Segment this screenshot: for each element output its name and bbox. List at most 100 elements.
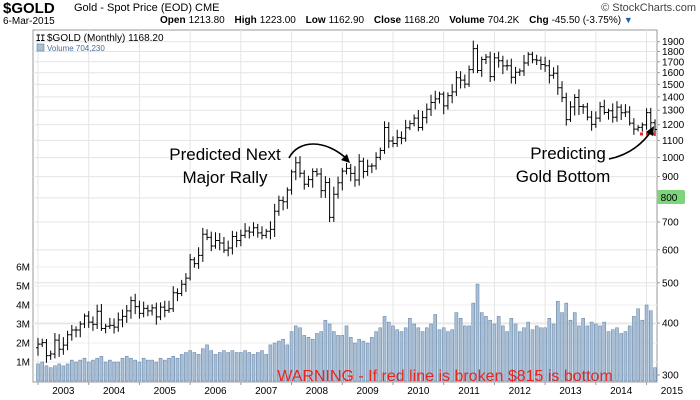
dropdown-arrow-icon[interactable]: ▼ xyxy=(623,15,633,25)
volume-bar xyxy=(217,352,222,382)
y-tick-label: 700 xyxy=(662,217,679,228)
volume-bar xyxy=(382,316,387,382)
volume-bar xyxy=(171,356,175,382)
ohlc-bar xyxy=(310,168,315,188)
chg-label: Chg xyxy=(529,15,549,26)
volume-bar xyxy=(129,357,133,382)
volume-bar xyxy=(416,327,421,382)
ohlc-bar xyxy=(40,338,45,347)
legend-volume-swatch xyxy=(36,43,45,52)
change-quote: Chg -45.50 (-3.75%) ▼ xyxy=(529,15,633,26)
volume-bar xyxy=(163,359,167,382)
ohlc-bar xyxy=(293,156,298,181)
volume-tick-label: 6M xyxy=(16,263,30,274)
ohlc-bar xyxy=(137,300,142,319)
ohlc-bar xyxy=(564,92,569,126)
ohlc-bar xyxy=(467,65,472,87)
ohlc-bar xyxy=(399,131,404,145)
volume-bar xyxy=(513,323,518,382)
volume-bar xyxy=(344,325,349,382)
volume-bar xyxy=(179,354,184,382)
volume-bar xyxy=(606,331,611,382)
ohlc-bar xyxy=(95,304,100,329)
volume-bar xyxy=(488,319,492,382)
volume-bar xyxy=(137,361,142,382)
y-tick-label: 1700 xyxy=(662,57,685,68)
ohlc-bar xyxy=(234,231,239,248)
volume-bar xyxy=(610,329,615,382)
volume-bar xyxy=(543,327,547,382)
volume-bar xyxy=(361,340,366,382)
ohlc-bar xyxy=(251,222,256,237)
current-price-marker xyxy=(657,190,685,204)
low-label: Low xyxy=(305,15,326,26)
volume-bar xyxy=(556,300,560,382)
ohlc-bar xyxy=(128,296,133,319)
volume-bar xyxy=(412,323,416,382)
volume-bar xyxy=(184,352,188,382)
y-tick-label: 600 xyxy=(662,245,679,256)
ohlc-bar xyxy=(378,147,383,161)
ohlc-bar xyxy=(543,56,548,72)
ohlc-bar xyxy=(382,121,387,154)
y-tick-label: 1600 xyxy=(662,68,685,79)
ohlc-bar xyxy=(167,300,172,313)
x-tick-label: 2008 xyxy=(306,386,329,397)
volume-bar xyxy=(340,335,345,382)
ohlc-bar xyxy=(424,103,429,124)
ohlc-bar xyxy=(623,104,628,117)
ohlc-bar xyxy=(230,230,235,255)
ohlc-bar xyxy=(171,286,176,313)
ohlc-bar xyxy=(475,44,480,74)
volume-bar xyxy=(551,323,556,382)
volume-bar xyxy=(141,357,146,382)
ohlc-bar xyxy=(90,316,95,331)
ohlc-bar xyxy=(188,254,193,281)
volume-bar xyxy=(572,312,577,382)
ohlc-bars xyxy=(36,40,657,363)
ohlc-bar xyxy=(568,101,573,123)
ohlc-bar xyxy=(513,66,518,84)
volume-tick-label: 2M xyxy=(16,339,30,350)
legend-price: $GOLD (Monthly) 1168.20 xyxy=(47,33,164,44)
ohlc-bar xyxy=(433,90,438,110)
chart-header: $GOLD Gold - Spot Price (EOD) CME © Stoc… xyxy=(0,0,700,28)
ohlc-bar xyxy=(65,330,70,351)
rally-arrow-curve xyxy=(288,143,349,161)
volume-bar xyxy=(627,325,632,382)
ohlc-bar xyxy=(555,65,560,95)
volume-bar xyxy=(568,319,573,382)
ohlc-bar xyxy=(213,232,218,249)
x-tick-label: 2011 xyxy=(458,386,480,397)
volume-axis-ticks: 6M 5M 4M 3M 2M 1M xyxy=(16,263,30,369)
volume-bar xyxy=(323,319,328,382)
volume-bar xyxy=(44,365,49,382)
volume-bar xyxy=(496,316,501,382)
open-value: 1213.80 xyxy=(188,15,225,26)
y-tick-label: 400 xyxy=(662,319,679,330)
gridlines xyxy=(33,30,657,382)
volume-bar xyxy=(205,344,209,382)
ohlc-bar xyxy=(183,273,188,292)
open-quote: Open 1213.80 xyxy=(160,15,225,26)
volume-tick-label: 5M xyxy=(16,282,30,293)
volume-bar xyxy=(251,354,256,382)
volume-bar xyxy=(577,325,581,382)
volume-bar xyxy=(61,365,66,382)
volume-bar xyxy=(70,359,74,382)
ohlc-bar xyxy=(441,91,446,115)
ohlc-bar xyxy=(36,337,40,356)
ohlc-bar xyxy=(581,104,586,114)
volume-bar xyxy=(479,312,484,382)
ohlc-bar xyxy=(57,334,62,357)
ohlc-bar xyxy=(314,168,319,177)
ohlc-bar xyxy=(648,107,653,131)
ohlc-bar xyxy=(420,110,425,131)
volume-bar xyxy=(332,331,336,382)
volume-bar xyxy=(146,359,150,382)
close-value: 1168.20 xyxy=(404,15,440,26)
volume-bar xyxy=(268,344,273,382)
volume-bar xyxy=(239,352,243,382)
y-tick-label: 1000 xyxy=(662,153,685,164)
